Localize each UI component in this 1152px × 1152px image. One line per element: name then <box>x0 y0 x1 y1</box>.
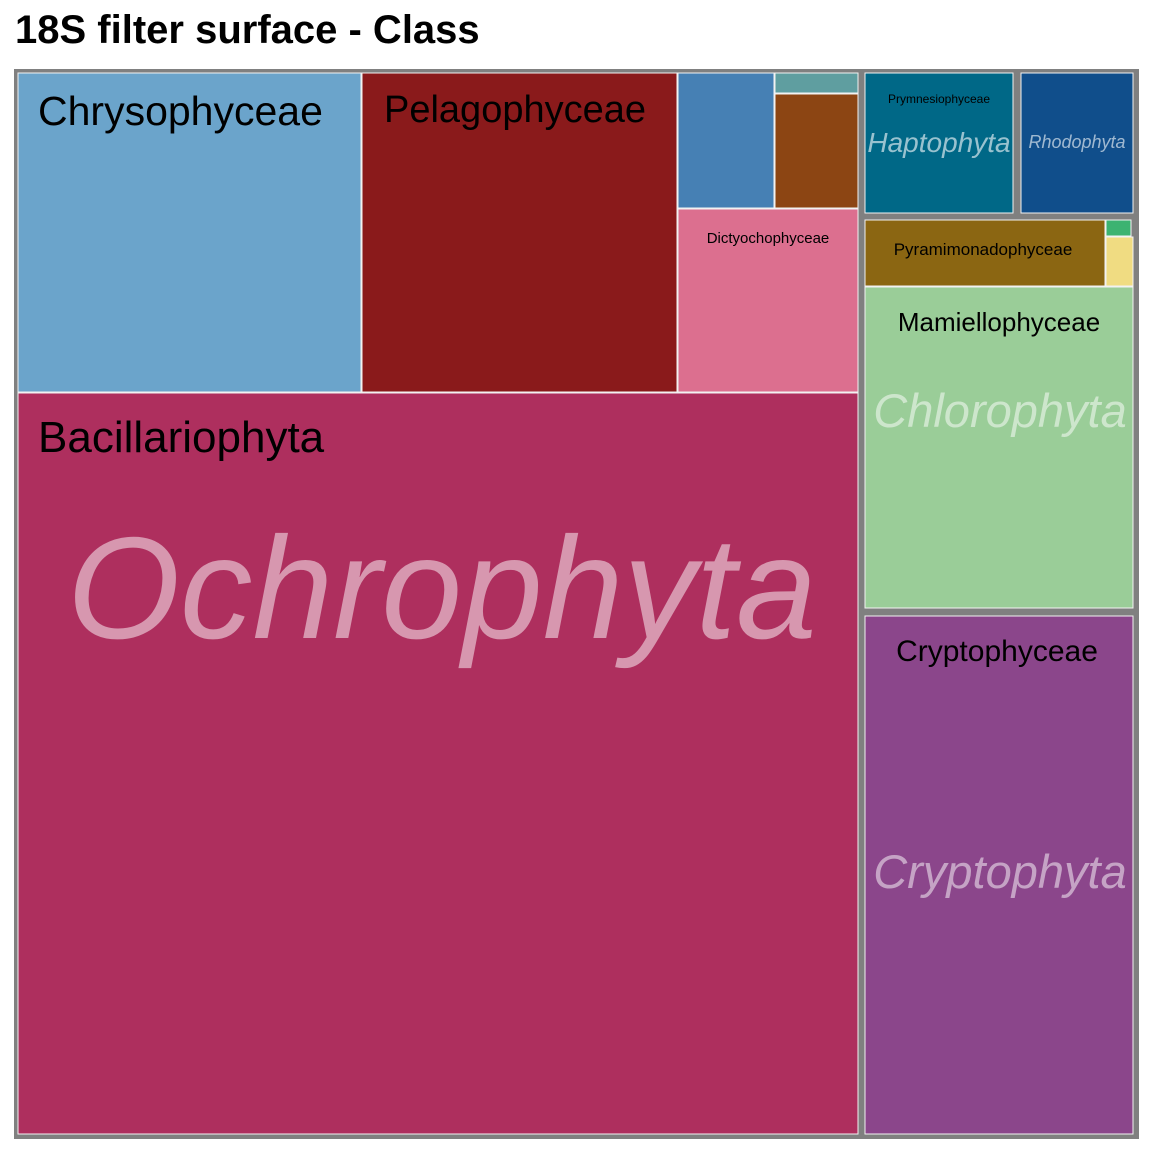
tile-dictyochophyceae[interactable] <box>677 208 859 393</box>
tile-rhodophyta-0[interactable] <box>1020 72 1134 214</box>
class-label-pyramimonadophyceae: Pyramimonadophyceae <box>894 240 1073 259</box>
class-label-cryptophyceae: Cryptophyceae <box>896 635 1098 668</box>
tile-pelagophyceae[interactable] <box>361 72 678 393</box>
class-label-dictyochophyceae: Dictyochophyceae <box>707 230 830 247</box>
tile-cryptophyceae[interactable] <box>864 615 1134 1135</box>
group-label-chlorophyta: Chlorophyta <box>873 384 1126 437</box>
chart-title: 18S filter surface - Class <box>15 8 480 52</box>
tile-chrysophyceae[interactable] <box>17 72 362 393</box>
group-label-rhodophyta: Rhodophyta <box>1028 132 1125 152</box>
group-label-haptophyta: Haptophyta <box>867 127 1010 158</box>
class-label-mamiellophyceae: Mamiellophyceae <box>898 307 1100 337</box>
group-label-ochrophyta: Ochrophyta <box>67 507 817 669</box>
class-label-pelagophyceae: Pelagophyceae <box>384 89 646 131</box>
tile-pyramimonadophyceae[interactable] <box>864 219 1106 287</box>
tile-chlorophyta-2[interactable] <box>1105 236 1134 287</box>
tile-ochrophyta-6[interactable] <box>774 72 859 94</box>
tile-bacillariophyta[interactable] <box>17 392 859 1135</box>
tile-ochrophyta-5[interactable] <box>774 93 859 209</box>
tile-ochrophyta-4[interactable] <box>677 72 775 209</box>
group-label-cryptophyta: Cryptophyta <box>873 845 1126 898</box>
class-label-prymnesiophyceae: Prymnesiophyceae <box>888 92 990 106</box>
tile-chlorophyta-3[interactable] <box>1105 219 1132 237</box>
class-label-bacillariophyta: Bacillariophyta <box>38 413 325 462</box>
tile-prymnesiophyceae[interactable] <box>864 72 1014 214</box>
tile-mamiellophyceae[interactable] <box>864 286 1134 609</box>
class-label-chrysophyceae: Chrysophyceae <box>38 88 323 134</box>
